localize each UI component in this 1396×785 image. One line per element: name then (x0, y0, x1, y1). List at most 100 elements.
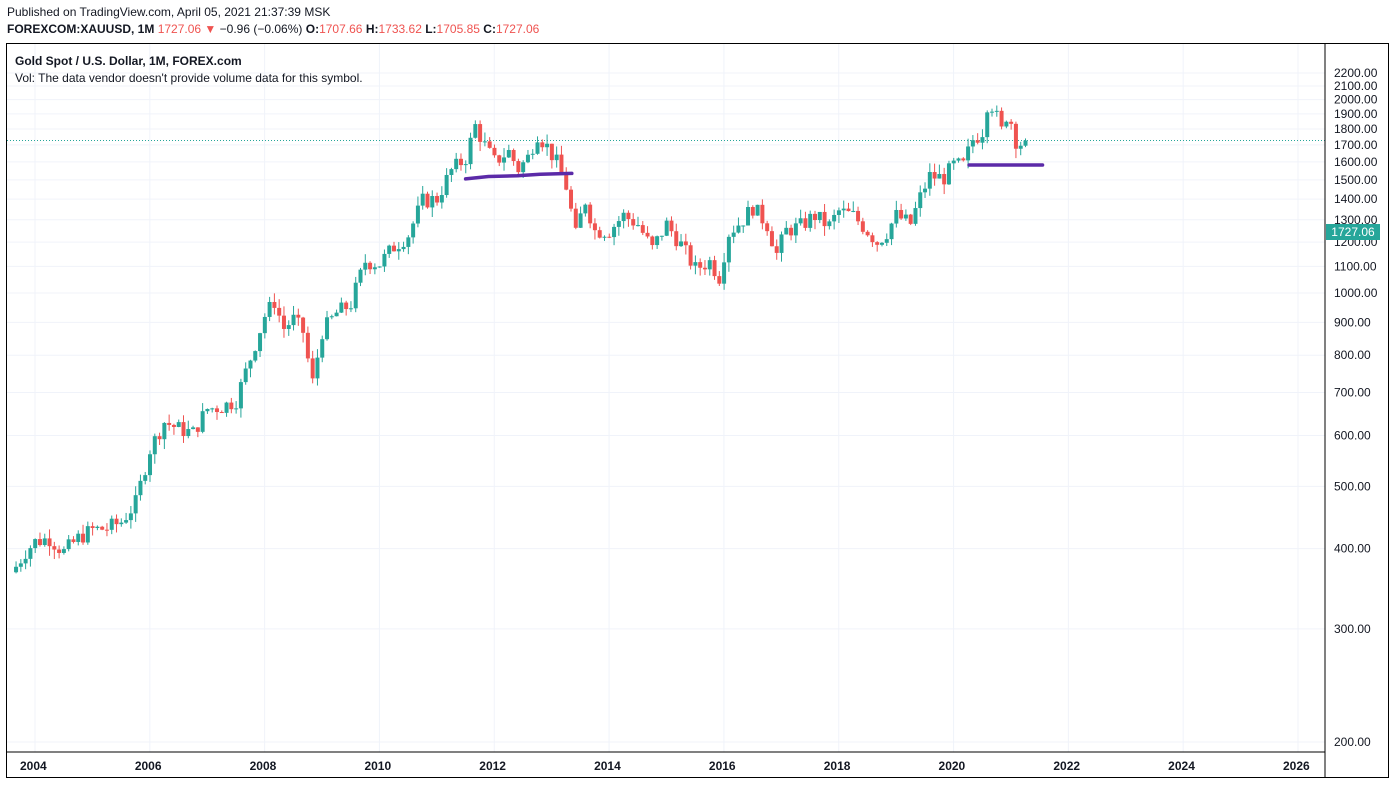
candle-body (755, 204, 760, 216)
candle (875, 241, 880, 252)
symbol-label: FOREXCOM:XAUUSD, 1M (7, 22, 155, 36)
year-tick-label: 2012 (479, 759, 506, 773)
candle (951, 157, 956, 170)
last-price-label: 1727.06 (157, 22, 202, 36)
candle-body (679, 241, 684, 247)
candle (353, 276, 358, 313)
price-tick-label: 1800.00 (1334, 122, 1378, 136)
last-price-tag: 1727.06 (1326, 224, 1380, 240)
candle (33, 538, 38, 554)
candle (803, 211, 808, 231)
candle-body (817, 211, 822, 221)
candle (669, 216, 674, 237)
candle (368, 261, 373, 275)
candle-body (836, 210, 841, 215)
candle-body (478, 124, 483, 142)
low-value: 1705.85 (436, 22, 480, 36)
candle-body (81, 533, 86, 543)
price-tick-label: 1000.00 (1334, 286, 1378, 300)
candle (573, 202, 578, 230)
candle (415, 196, 420, 228)
candle (406, 235, 411, 255)
candle (884, 233, 889, 247)
candle (152, 433, 157, 464)
candle (635, 216, 640, 227)
candle (47, 529, 52, 556)
candle-body (195, 427, 200, 432)
candle-body (975, 140, 980, 143)
candle-body (52, 546, 57, 550)
candle-body (899, 209, 904, 219)
candle (348, 301, 353, 313)
candle (109, 515, 114, 535)
candle-body (167, 422, 172, 425)
candle (774, 239, 779, 260)
candle-body (731, 232, 736, 237)
candle (234, 401, 239, 414)
candle (659, 235, 664, 241)
candle-body (200, 411, 205, 432)
candle-body (305, 332, 310, 359)
candle-body (114, 518, 119, 525)
candle-body (1023, 140, 1028, 146)
candle (540, 139, 545, 152)
candle (37, 532, 42, 547)
candle (702, 260, 707, 276)
price-tick-label: 200.00 (1334, 735, 1371, 749)
candle (817, 211, 822, 224)
candle-body (588, 204, 593, 224)
candle (291, 305, 296, 331)
candle-body (932, 172, 937, 179)
candle (133, 486, 138, 522)
candle-body (956, 158, 961, 161)
candle (946, 160, 951, 185)
candle (856, 206, 861, 226)
candle-body (487, 141, 492, 148)
candle-body (301, 317, 306, 333)
candle (377, 266, 382, 268)
candle (688, 242, 693, 270)
candle (994, 105, 999, 117)
candle-body (430, 196, 435, 208)
candle-body (171, 424, 176, 427)
candle-body (650, 236, 655, 246)
candle-body (856, 210, 861, 222)
candle (262, 313, 267, 339)
candle-body (238, 382, 243, 409)
candle-body (1009, 121, 1014, 124)
candle-body (626, 212, 631, 220)
candle-body (674, 231, 679, 247)
candle-body (525, 154, 530, 163)
candle (482, 132, 487, 147)
candle-body (248, 360, 253, 369)
candle (999, 107, 1004, 130)
candle (588, 202, 593, 229)
candle (191, 425, 196, 430)
candle (61, 546, 66, 555)
candle-body (980, 137, 985, 143)
candle-body (506, 150, 511, 158)
candle (650, 235, 655, 250)
candle (726, 234, 731, 272)
candle (478, 120, 483, 152)
candle-body (846, 208, 851, 212)
candle-body (310, 358, 315, 379)
candle (1013, 121, 1018, 159)
candle (564, 167, 569, 191)
candle (90, 522, 95, 536)
candle-body (659, 235, 664, 237)
candle-body (927, 172, 932, 189)
candle (195, 427, 200, 438)
candle (497, 154, 502, 167)
candle (52, 541, 57, 560)
candle (645, 226, 650, 239)
candle-body (439, 195, 444, 203)
candle-body (411, 223, 416, 238)
price-tick-label: 500.00 (1334, 479, 1371, 493)
candle-body (205, 408, 210, 412)
candle (693, 255, 698, 275)
year-tick-label: 2004 (20, 759, 47, 773)
candle-body (191, 427, 196, 430)
